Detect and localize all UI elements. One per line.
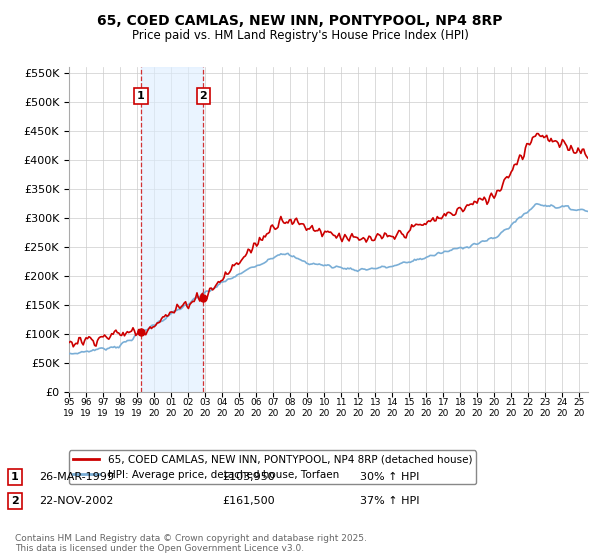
Text: £161,500: £161,500 — [222, 496, 275, 506]
Text: Price paid vs. HM Land Registry's House Price Index (HPI): Price paid vs. HM Land Registry's House … — [131, 29, 469, 42]
Text: 65, COED CAMLAS, NEW INN, PONTYPOOL, NP4 8RP: 65, COED CAMLAS, NEW INN, PONTYPOOL, NP4… — [97, 14, 503, 28]
Text: 22-NOV-2002: 22-NOV-2002 — [39, 496, 113, 506]
Text: 1: 1 — [11, 472, 19, 482]
Text: 30% ↑ HPI: 30% ↑ HPI — [360, 472, 419, 482]
Bar — [141, 67, 203, 392]
Text: Contains HM Land Registry data © Crown copyright and database right 2025.
This d: Contains HM Land Registry data © Crown c… — [15, 534, 367, 553]
Text: 2: 2 — [11, 496, 19, 506]
Text: 26-MAR-1999: 26-MAR-1999 — [39, 472, 114, 482]
Text: 1: 1 — [137, 91, 145, 101]
Text: £103,950: £103,950 — [222, 472, 275, 482]
Text: 2: 2 — [200, 91, 208, 101]
Legend: 65, COED CAMLAS, NEW INN, PONTYPOOL, NP4 8RP (detached house), HPI: Average pric: 65, COED CAMLAS, NEW INN, PONTYPOOL, NP4… — [69, 450, 476, 484]
Text: 37% ↑ HPI: 37% ↑ HPI — [360, 496, 419, 506]
